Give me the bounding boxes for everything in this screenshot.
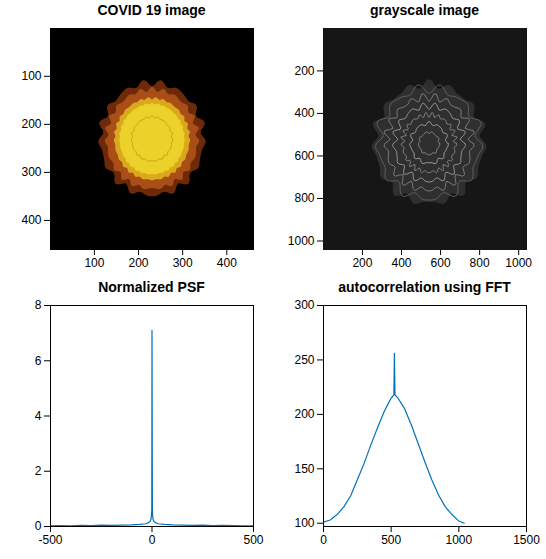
svg-text:8: 8: [35, 298, 42, 312]
svg-text:0: 0: [35, 519, 42, 533]
html-text:COVID 19 image: COVID 19 image: [97, 2, 206, 18]
svg-text:1000: 1000: [288, 234, 315, 248]
svg-text:200: 200: [21, 117, 41, 131]
svg-text:300: 300: [21, 165, 41, 179]
html-text:autocorrelation using FFT: autocorrelation using FFT: [338, 279, 511, 295]
svg-text:200: 200: [129, 256, 149, 270]
svg-text:400: 400: [21, 213, 41, 227]
svg-text:600: 600: [431, 256, 451, 270]
svg-text:0: 0: [320, 533, 327, 547]
svg-text:200: 200: [352, 256, 372, 270]
svg-text:300: 300: [294, 298, 314, 312]
svg-text:200: 200: [294, 407, 314, 421]
svg-text:600: 600: [294, 149, 314, 163]
svg-text:6: 6: [35, 354, 42, 368]
svg-text:100: 100: [294, 516, 314, 530]
html-text:Normalized PSF: Normalized PSF: [98, 279, 205, 295]
svg-text:500: 500: [243, 533, 263, 547]
svg-text:100: 100: [84, 256, 104, 270]
svg-text:1500: 1500: [513, 533, 540, 547]
svg-text:-500: -500: [38, 533, 62, 547]
svg-text:300: 300: [173, 256, 193, 270]
svg-text:2: 2: [35, 464, 42, 478]
svg-text:400: 400: [217, 256, 237, 270]
svg-text:4: 4: [35, 409, 42, 423]
svg-text:800: 800: [294, 191, 314, 205]
svg-text:200: 200: [294, 64, 314, 78]
svg-text:0: 0: [149, 533, 156, 547]
svg-text:150: 150: [294, 462, 314, 476]
svg-text:1000: 1000: [505, 256, 532, 270]
svg-text:250: 250: [294, 353, 314, 367]
svg-text:800: 800: [470, 256, 490, 270]
svg-text:500: 500: [381, 533, 401, 547]
svg-text:400: 400: [392, 256, 412, 270]
svg-text:1000: 1000: [445, 533, 472, 547]
svg-text:400: 400: [294, 106, 314, 120]
html-text:grayscale image: grayscale image: [370, 2, 479, 18]
svg-text:100: 100: [21, 69, 41, 83]
